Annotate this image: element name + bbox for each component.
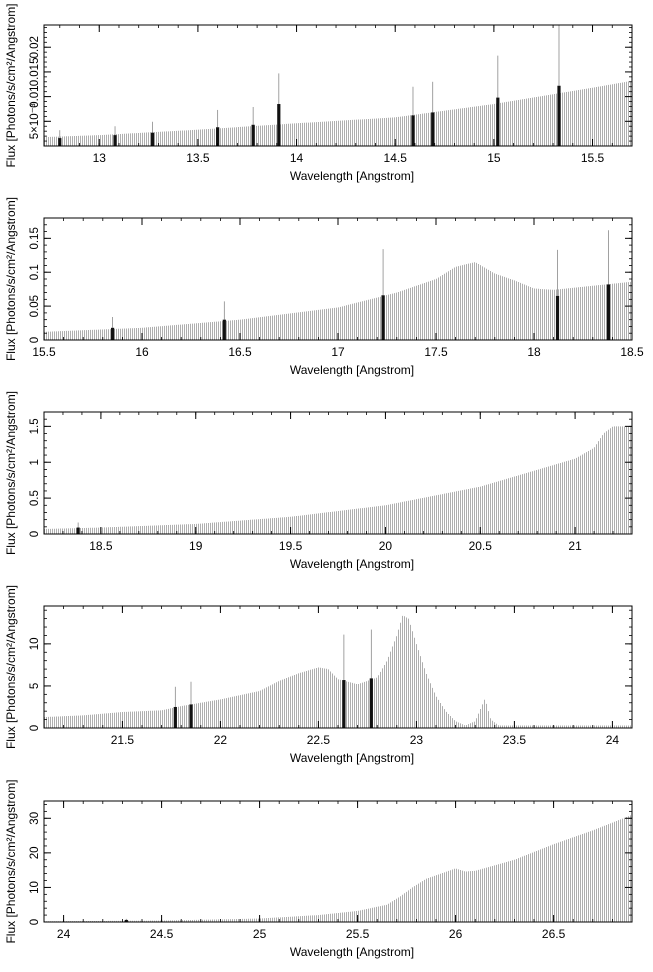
x-tick-label: 23.5 [503,733,527,747]
y-tick-label: 30 [29,812,41,825]
x-tick-label: 26 [449,927,463,941]
x-tick-label: 21.5 [111,733,135,747]
x-tick-label: 20 [379,539,393,553]
x-tick-label: 13.5 [186,151,210,165]
x-tick-label: 24 [57,927,71,941]
emission-line-bar [369,678,373,728]
continuum-model [44,81,631,146]
y-tick-label: 20 [29,846,41,859]
x-tick-label: 24.5 [150,927,174,941]
y-tick-label: 5×10⁻³ [29,103,41,139]
x-tick-label: 16.5 [228,345,252,359]
continuum-model [44,262,631,340]
y-axis-label: Flux [Photons/s/cm²/Angstrom] [4,3,18,167]
chart-panel-4: 21.5 22 22.5 23 23.5 24 0 5 10 Wavelength [Angstr… [4,585,633,765]
emission-line-bar [173,706,177,728]
y-tick-label: 0.1 [29,264,41,280]
x-tick-label: 19.5 [279,539,303,553]
x-tick-label: 19 [189,539,203,553]
emission-line-bar [555,295,560,340]
emission-line-bar [150,132,155,146]
emission-line-bar [189,704,193,728]
y-tick-label: 5 [29,683,41,689]
plot-frame [43,411,633,535]
chart-panel-2: 15.5 16 16.5 17 17.5 18 18.5 0 0.05 0.1 0.15 Wavele… [4,197,644,377]
y-tick-label: 0 [29,531,41,537]
plot-frame [43,800,633,923]
x-tick-label: 20.5 [469,539,493,553]
y-tick-label: 10 [29,881,41,894]
y-tick-label: 0.015 [29,58,41,87]
x-tick-label: 13 [93,151,107,165]
plot-frame [43,217,633,341]
x-tick-label: 17.5 [424,345,448,359]
emission-line-bar [216,127,220,146]
x-tick-label: 16 [135,345,149,359]
y-tick-label: 0 [29,725,41,731]
emission-line-bar [113,135,117,146]
x-tick-label: 25 [253,927,267,941]
x-tick-label: 23 [410,733,424,747]
x-axis-label: Wavelength [Angstrom] [290,751,414,765]
chart-panel-3: 18.5 19 19.5 20 20.5 21 0 0.5 1 1.5 Wavelength [An… [4,391,633,571]
emission-line-bar [431,112,435,146]
x-tick-label: 14.5 [384,151,408,165]
x-tick-label: 22.5 [307,733,331,747]
x-tick-label: 26.5 [542,927,566,941]
x-axis-label: Wavelength [Angstrom] [290,945,414,959]
x-tick-label: 22 [214,733,228,747]
x-tick-label: 25.5 [346,927,370,941]
y-tick-label: 0.15 [29,227,41,249]
x-tick-label: 15.5 [581,151,605,165]
emission-line-bar [124,919,128,922]
y-tick-label: 1.5 [29,418,41,434]
y-tick-label: 0 [29,337,41,343]
continuum-model [44,426,631,534]
continuum-model [44,815,631,922]
emission-line-bar [76,527,80,534]
x-tick-label: 14 [290,151,304,165]
x-tick-label: 15 [487,151,501,165]
emission-line-bar [222,319,226,340]
x-tick-label: 18 [527,345,541,359]
x-tick-label: 24 [606,733,620,747]
x-tick-label: 18.5 [620,345,644,359]
emission-line-bar [381,295,385,340]
x-axis-label: Wavelength [Angstrom] [290,169,414,183]
y-tick-label: 0.5 [29,490,41,506]
plot-frame [43,24,633,147]
emission-line-bar [411,115,415,146]
y-axis-label: Flux [Photons/s/cm²/Angstrom] [4,779,18,943]
y-tick-label: 0 [29,919,41,925]
y-axis-label: Flux [Photons/s/cm²/Angstrom] [4,391,18,555]
y-tick-label: 0.01 [29,85,41,107]
x-axis-label: Wavelength [Angstrom] [290,557,414,571]
x-tick-label: 21 [568,539,582,553]
emission-line-bar [111,327,115,340]
x-axis-label: Wavelength [Angstrom] [290,363,414,377]
emission-line-bar [496,97,500,146]
x-tick-label: 18.5 [89,539,113,553]
y-tick-label: 1 [29,459,41,465]
emission-line-bar [342,680,346,728]
emission-line-bar [277,104,281,146]
plot-frame [43,605,633,729]
x-tick-label: 17 [331,345,345,359]
x-tick-label: 15.5 [32,345,56,359]
emission-line-bar [58,138,62,146]
emission-line-bar [606,284,611,340]
y-tick-label: 10 [29,637,41,650]
y-axis-label: Flux [Photons/s/cm²/Angstrom] [4,197,18,361]
y-axis-label: Flux [Photons/s/cm²/Angstrom] [4,585,18,749]
emission-line-bar [251,124,255,146]
emission-line-bar [557,85,561,146]
y-tick-label: 0.05 [29,295,41,317]
y-tick-label: 0.02 [29,36,41,58]
continuum-model [44,615,631,728]
chart-panel-5: 24 24.5 25 25.5 26 26.5 0 10 20 30 Wavelength [Ang… [4,779,633,959]
